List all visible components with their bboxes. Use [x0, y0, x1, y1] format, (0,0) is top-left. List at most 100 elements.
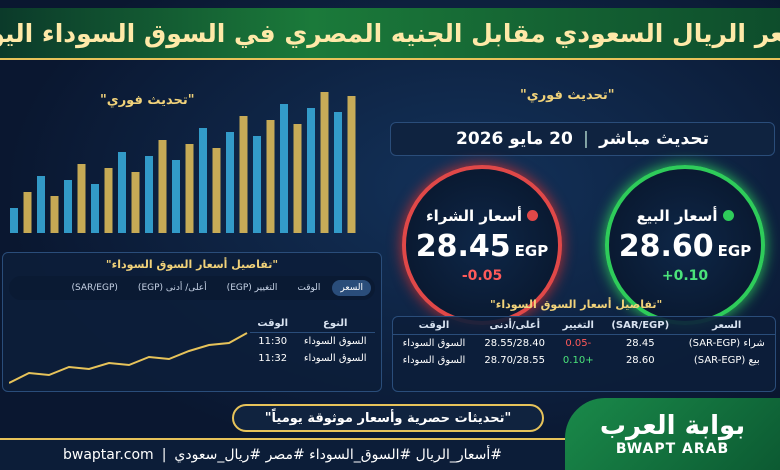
deco-bar: [226, 132, 234, 233]
right-panel: السعر (SAR/EGP) التغيير أعلى/أدنى الوقت شراء …: [392, 316, 776, 392]
logo-latin: BWAPT ARAB: [615, 441, 730, 457]
decorative-chart: [10, 92, 356, 233]
deco-bar: [293, 124, 302, 233]
cell: شراء (SAR-EGP): [688, 338, 765, 349]
deco-bar: [280, 104, 288, 233]
left-table-wrap: النوع الوقت السوق السوداء 11:30 السوق السودا…: [250, 315, 375, 367]
deco-bar: [23, 192, 32, 233]
tabs: السعر الوقت التغيير (EGP) أعلى/ أدنى (EGP) (…: [9, 276, 375, 300]
hashtags: #أسعار_الريال #السوق_السوداء #مصر #ريال_…: [174, 447, 502, 463]
buy-price-row: 28.45 EGP: [416, 229, 548, 264]
buy-dot: [527, 210, 539, 221]
header-cell: السعر: [678, 317, 775, 335]
right-badge: "تحديث فوري": [520, 88, 615, 103]
buy-label-row: أسعار الشراء: [425, 206, 539, 225]
tab[interactable]: (SAR/EGP): [71, 283, 118, 293]
deco-bar: [77, 164, 86, 233]
row: شراء (SAR-EGP) 28.45 -0.05 28.55/28.40 السوق…: [393, 335, 775, 353]
left-table: النوع الوقت السوق السوداء 11:30 السوق السودا…: [250, 315, 375, 367]
left-panel: "تفاصيل أسعار السوق السوداء" السعر الوقت ا…: [2, 252, 382, 392]
deco-bar: [50, 196, 59, 233]
deco-bar: [37, 176, 45, 233]
deco-bar: [145, 156, 153, 233]
buy-change: -0.05: [461, 267, 503, 284]
footer: bwaptar.com | #أسعار_الريال #السوق_السود…: [0, 438, 565, 470]
deco-bar: [158, 140, 167, 233]
cell: السوق السوداء: [402, 338, 466, 349]
header-cell: الوقت: [393, 317, 475, 335]
sell-price: 28.60: [618, 228, 714, 264]
sell-label: أسعار البيع: [636, 206, 718, 225]
header-cell: الوقت: [250, 315, 296, 333]
live-line: تحديث مباشر | 20 مايو 2026: [390, 122, 775, 156]
logo: بوابة العرب BWAPT ARAB: [565, 398, 780, 470]
buy-label: أسعار الشراء: [425, 206, 523, 225]
buy-price: 28.45: [415, 228, 511, 264]
banner: "تحديثات حصرية وأسعار موثوقة يومياً": [232, 404, 544, 432]
cell: السوق السوداء: [402, 355, 466, 366]
cell: 28.60: [625, 355, 655, 366]
left-badge: "تحديث فوري": [100, 93, 195, 108]
row: السوق السوداء 11:32: [250, 350, 375, 367]
decorative-line: [9, 332, 248, 384]
cell: السوق السوداء: [303, 336, 367, 347]
cell: 28.70/28.55: [484, 355, 546, 366]
live-date: 20 مايو 2026: [456, 129, 573, 149]
deco-bar: [347, 96, 356, 233]
sell-currency: EGP: [717, 241, 752, 260]
site: bwaptar.com: [63, 447, 154, 463]
buy-currency: EGP: [514, 241, 549, 260]
cell: السوق السوداء: [303, 353, 367, 364]
sell-card: أسعار البيع 28.60 EGP +0.10: [605, 165, 765, 325]
deco-bar: [334, 112, 342, 233]
title: سعر الريال السعودي مقابل الجنيه المصري ف…: [0, 8, 780, 60]
header-cell: (SAR/EGP): [601, 317, 679, 335]
cell: 11:32: [258, 353, 288, 364]
deco-bar: [307, 108, 315, 233]
cell: +0.10: [562, 355, 594, 366]
deco-bar: [104, 168, 113, 233]
sell-dot: [722, 210, 734, 221]
deco-bar: [131, 172, 140, 233]
deco-bar: [266, 120, 275, 233]
sell-change: +0.10: [661, 267, 709, 284]
deco-bar: [212, 148, 221, 233]
deco-bar: [172, 160, 180, 233]
cell: -0.05: [565, 338, 592, 349]
header-row: السعر (SAR/EGP) التغيير أعلى/أدنى الوقت: [393, 317, 775, 335]
separator: |: [582, 129, 590, 149]
right-table: السعر (SAR/EGP) التغيير أعلى/أدنى الوقت شراء …: [393, 317, 775, 369]
header-row: النوع الوقت: [250, 315, 375, 333]
deco-bar: [253, 136, 261, 233]
right-table-title: "تفاصيل أسعار السوق السوداء": [490, 298, 663, 311]
header-cell: النوع: [295, 315, 375, 333]
tab[interactable]: أعلى/ أدنى (EGP): [137, 283, 207, 293]
deco-bar: [91, 184, 99, 233]
deco-line: [9, 332, 248, 384]
deco-bar: [239, 116, 248, 233]
deco-bar: [118, 152, 126, 233]
header-cell: أعلى/أدنى: [474, 317, 555, 335]
deco-bar: [10, 208, 18, 233]
deco-bar: [64, 180, 72, 233]
cell: 28.45: [625, 338, 655, 349]
header-cell: التغيير: [554, 317, 602, 335]
deco-bar: [320, 92, 329, 233]
row: السوق السوداء 11:30: [250, 333, 375, 351]
cell: 11:30: [258, 336, 288, 347]
deco-bar: [185, 144, 194, 233]
logo-arabic: بوابة العرب: [599, 411, 746, 441]
row: بيع (SAR-EGP) 28.60 +0.10 28.70/28.55 السوق …: [393, 352, 775, 369]
deco-bar: [199, 128, 207, 233]
tab[interactable]: الوقت: [297, 283, 321, 293]
separator: |: [161, 447, 167, 463]
live-label: تحديث مباشر: [599, 129, 709, 149]
cell: بيع (SAR-EGP): [693, 355, 760, 366]
left-table-title: "تفاصيل أسعار السوق السوداء": [105, 258, 279, 271]
sell-label-row: أسعار البيع: [636, 206, 734, 225]
tab[interactable]: التغيير (EGP): [226, 283, 278, 293]
sell-price-row: 28.60 EGP: [619, 229, 751, 264]
tab[interactable]: السعر: [332, 280, 371, 296]
cell: 28.55/28.40: [484, 338, 546, 349]
